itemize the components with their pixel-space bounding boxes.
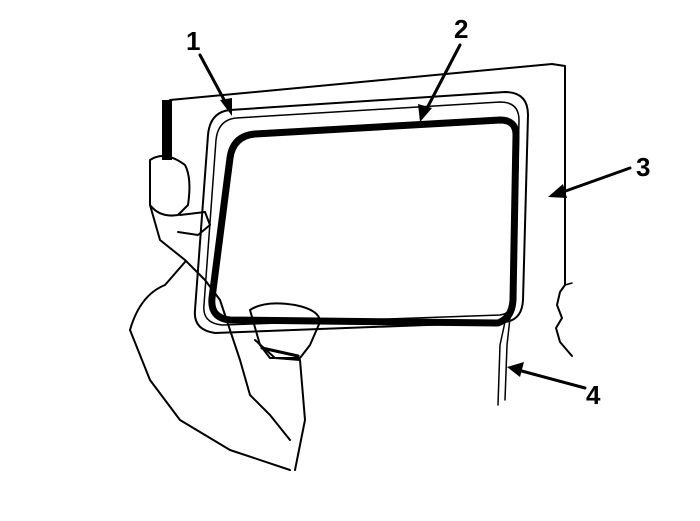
body-panel [162,63,573,357]
callout-3-label: 3 [636,152,650,182]
worker-figure [129,155,321,471]
callout-2-arrow [418,43,462,122]
callout-2-label: 2 [454,14,468,44]
callout-3-arrow [548,166,632,198]
callout-4-label: 4 [586,380,601,410]
panel-post [162,100,172,160]
callout-1-label: 1 [186,26,200,56]
seal-strip [497,317,511,406]
window-glass [208,116,520,327]
callout-1-arrow [198,53,232,116]
callout-4-arrow [507,362,587,390]
